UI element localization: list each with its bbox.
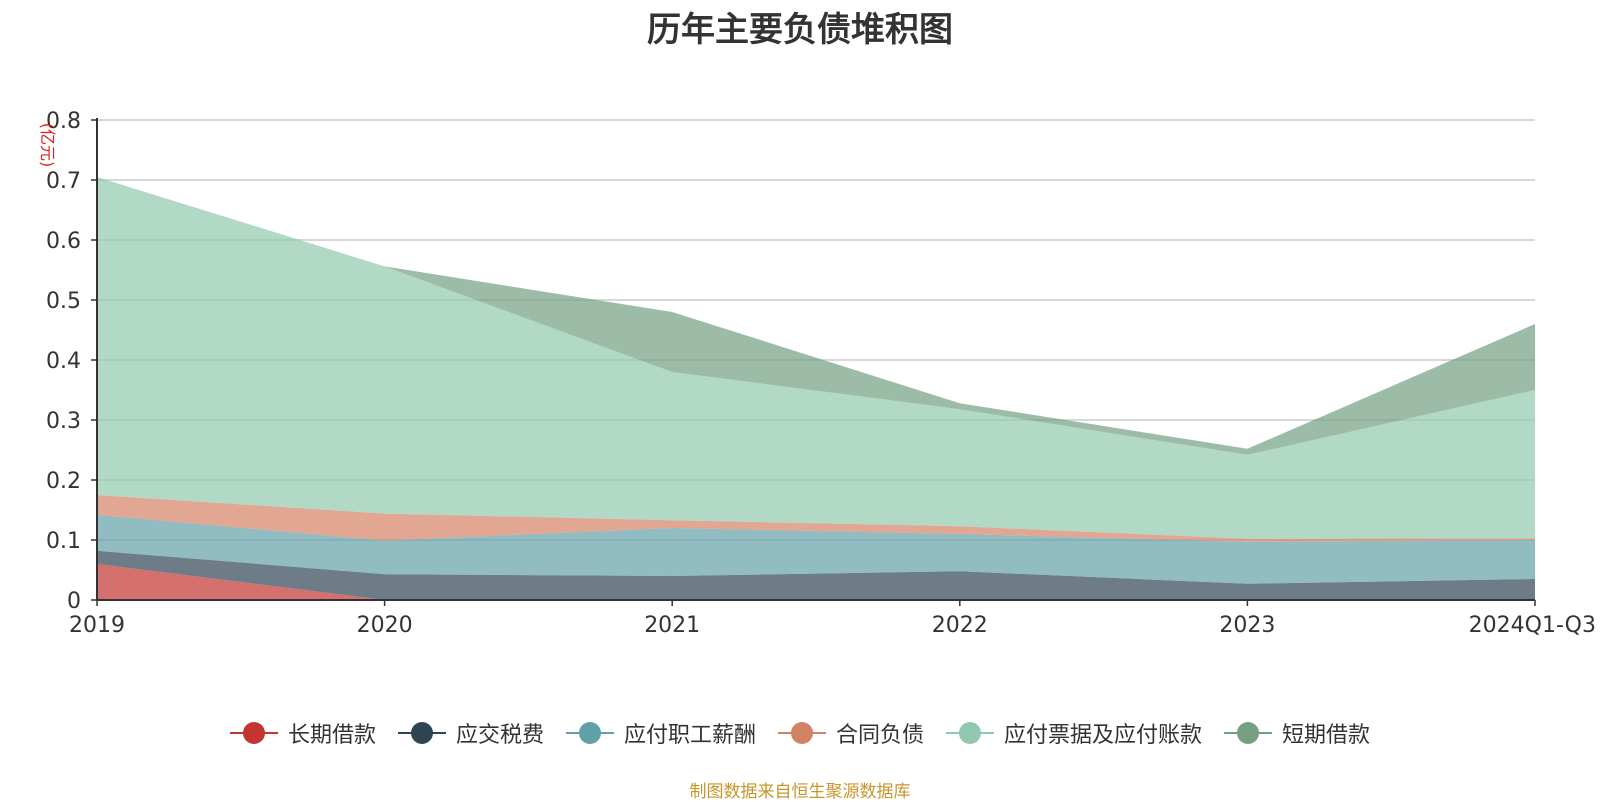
y-tick-label: 0.5 bbox=[46, 289, 81, 314]
legend-label: 应付职工薪酬 bbox=[623, 723, 756, 748]
area-series bbox=[97, 177, 1535, 600]
legend-marker-icon bbox=[565, 721, 614, 745]
area-series-4 bbox=[97, 177, 1535, 539]
x-tick-label: 2020 bbox=[357, 613, 413, 638]
legend-item-1[interactable]: 应交税费 bbox=[397, 717, 544, 749]
legend-marker-icon bbox=[229, 721, 278, 745]
legend-item-0[interactable]: 长期借款 bbox=[229, 717, 376, 749]
legend-marker-icon bbox=[397, 721, 446, 745]
legend-marker-icon bbox=[946, 721, 995, 745]
tick-labels: 0 0.1 0.2 0.3 0.4 0.5 0.6 0.7 0.8 2019 2020 2021 202… bbox=[38, 109, 1596, 638]
area-series-2 bbox=[97, 514, 1535, 584]
legend-label: 应交税费 bbox=[455, 723, 544, 748]
legend-marker-icon bbox=[1224, 721, 1273, 745]
legend-label: 应付票据及应付账款 bbox=[1004, 723, 1203, 748]
legend-label: 长期借款 bbox=[287, 723, 376, 748]
legend-item-2[interactable]: 应付职工薪酬 bbox=[565, 717, 756, 749]
chart-title: 历年主要负债堆积图 bbox=[647, 10, 953, 50]
y-tick-label: 0.6 bbox=[46, 229, 81, 254]
legend-item-5[interactable]: 短期借款 bbox=[1224, 717, 1370, 749]
x-tick-label: 2021 bbox=[644, 613, 700, 638]
y-tick-label: 0.8 bbox=[46, 109, 81, 134]
legend-item-4[interactable]: 应付票据及应付账款 bbox=[946, 717, 1202, 749]
x-tick-label: 2022 bbox=[932, 613, 988, 638]
y-tick-label: 0 bbox=[67, 589, 81, 614]
axes bbox=[91, 118, 1536, 606]
y-axis-unit-label: (亿元) bbox=[38, 123, 57, 168]
legend-item-3[interactable]: 合同负债 bbox=[778, 717, 924, 749]
x-tick-label: 2019 bbox=[69, 613, 125, 638]
x-tick-label: 2024Q1-Q3 bbox=[1469, 613, 1596, 638]
y-tick-label: 0.1 bbox=[46, 529, 81, 554]
y-tick-label: 0.7 bbox=[46, 169, 81, 194]
legend-label: 短期借款 bbox=[1282, 723, 1371, 748]
x-tick-label: 2023 bbox=[1219, 613, 1275, 638]
y-tick-label: 0.4 bbox=[46, 349, 81, 374]
y-tick-label: 0.3 bbox=[46, 409, 81, 434]
area-series-0 bbox=[97, 564, 1535, 600]
y-tick-label: 0.2 bbox=[46, 469, 81, 494]
legend-marker-icon bbox=[778, 721, 826, 745]
area-series-3 bbox=[97, 495, 1535, 542]
legend-label: 合同负债 bbox=[836, 723, 925, 748]
source-note: 制图数据来自恒生聚源数据库 bbox=[689, 782, 911, 802]
legend: 长期借款 应交税费 应付职工薪酬 合同负债 应付票据及应付账款 短期借款 bbox=[0, 717, 1600, 749]
area-series-1 bbox=[97, 550, 1535, 600]
